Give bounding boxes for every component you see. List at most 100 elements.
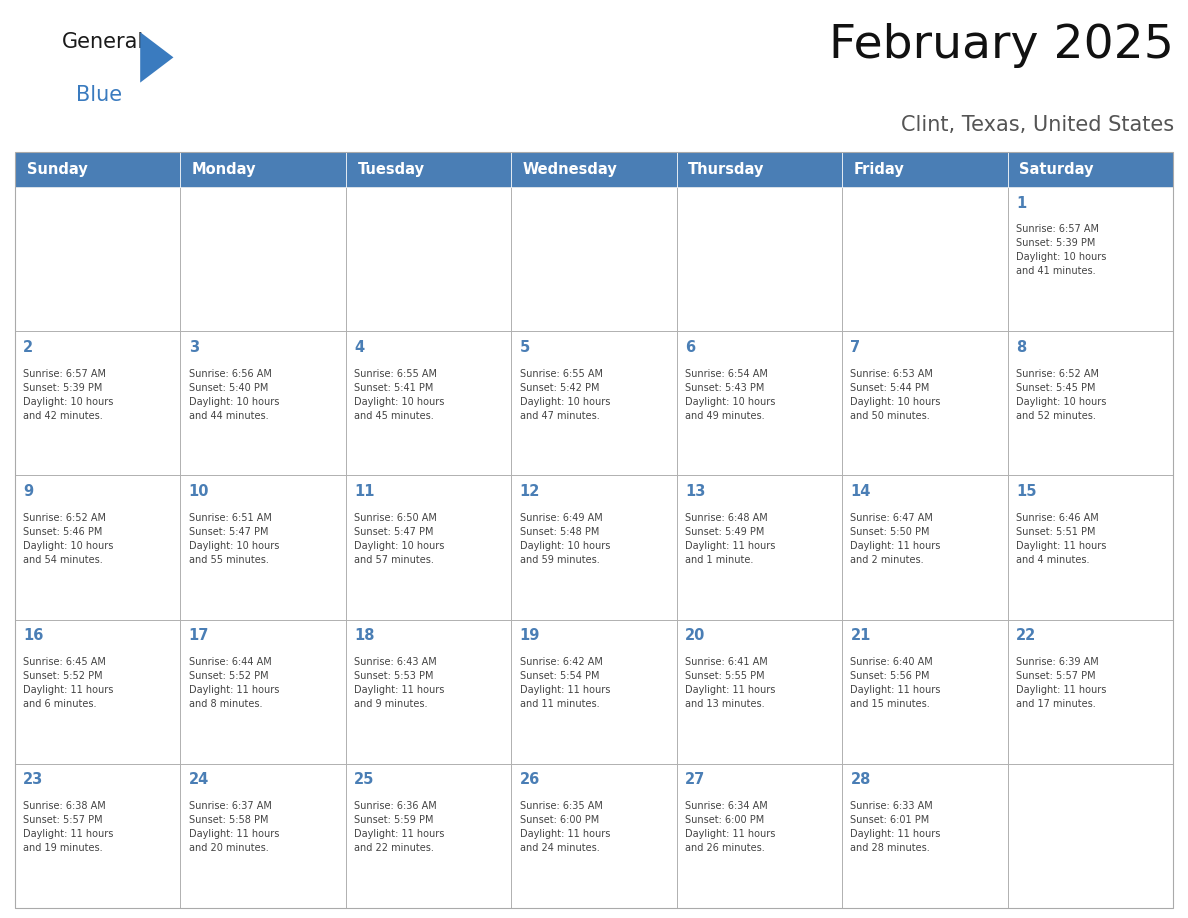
Bar <box>1007 152 1173 187</box>
Bar <box>15 331 181 476</box>
Text: Sunrise: 6:49 AM
Sunset: 5:48 PM
Daylight: 10 hours
and 59 minutes.: Sunrise: 6:49 AM Sunset: 5:48 PM Dayligh… <box>519 513 609 565</box>
Bar <box>511 764 677 908</box>
Text: Sunrise: 6:42 AM
Sunset: 5:54 PM
Daylight: 11 hours
and 11 minutes.: Sunrise: 6:42 AM Sunset: 5:54 PM Dayligh… <box>519 657 609 709</box>
Bar <box>181 764 346 908</box>
Bar <box>346 620 511 764</box>
Text: Sunrise: 6:55 AM
Sunset: 5:42 PM
Daylight: 10 hours
and 47 minutes.: Sunrise: 6:55 AM Sunset: 5:42 PM Dayligh… <box>519 369 609 420</box>
Text: 27: 27 <box>685 772 706 788</box>
Text: Sunrise: 6:52 AM
Sunset: 5:46 PM
Daylight: 10 hours
and 54 minutes.: Sunrise: 6:52 AM Sunset: 5:46 PM Dayligh… <box>24 513 114 565</box>
Bar <box>181 331 346 476</box>
Text: 3: 3 <box>189 340 198 355</box>
Text: Saturday: Saturday <box>1019 162 1094 177</box>
Bar <box>181 620 346 764</box>
Polygon shape <box>140 32 173 83</box>
Text: 25: 25 <box>354 772 374 788</box>
Bar <box>15 152 1173 908</box>
Text: 1: 1 <box>1016 196 1026 210</box>
Bar <box>677 476 842 620</box>
Text: Sunrise: 6:53 AM
Sunset: 5:44 PM
Daylight: 10 hours
and 50 minutes.: Sunrise: 6:53 AM Sunset: 5:44 PM Dayligh… <box>851 369 941 420</box>
Bar <box>511 476 677 620</box>
Bar <box>1007 187 1173 331</box>
Text: Sunrise: 6:57 AM
Sunset: 5:39 PM
Daylight: 10 hours
and 42 minutes.: Sunrise: 6:57 AM Sunset: 5:39 PM Dayligh… <box>24 369 114 420</box>
Text: Sunrise: 6:44 AM
Sunset: 5:52 PM
Daylight: 11 hours
and 8 minutes.: Sunrise: 6:44 AM Sunset: 5:52 PM Dayligh… <box>189 657 279 709</box>
Bar <box>511 620 677 764</box>
Bar <box>346 476 511 620</box>
Bar <box>15 476 181 620</box>
Text: Sunrise: 6:52 AM
Sunset: 5:45 PM
Daylight: 10 hours
and 52 minutes.: Sunrise: 6:52 AM Sunset: 5:45 PM Dayligh… <box>1016 369 1106 420</box>
Text: Sunrise: 6:54 AM
Sunset: 5:43 PM
Daylight: 10 hours
and 49 minutes.: Sunrise: 6:54 AM Sunset: 5:43 PM Dayligh… <box>685 369 776 420</box>
Text: Sunrise: 6:50 AM
Sunset: 5:47 PM
Daylight: 10 hours
and 57 minutes.: Sunrise: 6:50 AM Sunset: 5:47 PM Dayligh… <box>354 513 444 565</box>
Bar <box>842 620 1007 764</box>
Bar <box>677 187 842 331</box>
Text: Sunrise: 6:38 AM
Sunset: 5:57 PM
Daylight: 11 hours
and 19 minutes.: Sunrise: 6:38 AM Sunset: 5:57 PM Dayligh… <box>24 801 114 854</box>
Text: Sunrise: 6:45 AM
Sunset: 5:52 PM
Daylight: 11 hours
and 6 minutes.: Sunrise: 6:45 AM Sunset: 5:52 PM Dayligh… <box>24 657 114 709</box>
Bar <box>677 331 842 476</box>
Text: 16: 16 <box>24 628 44 644</box>
Text: 28: 28 <box>851 772 871 788</box>
Bar <box>346 331 511 476</box>
Bar <box>1007 331 1173 476</box>
Text: Tuesday: Tuesday <box>358 162 424 177</box>
Bar <box>346 764 511 908</box>
Bar <box>15 187 181 331</box>
Text: Sunrise: 6:51 AM
Sunset: 5:47 PM
Daylight: 10 hours
and 55 minutes.: Sunrise: 6:51 AM Sunset: 5:47 PM Dayligh… <box>189 513 279 565</box>
Bar <box>1007 620 1173 764</box>
Text: Sunrise: 6:33 AM
Sunset: 6:01 PM
Daylight: 11 hours
and 28 minutes.: Sunrise: 6:33 AM Sunset: 6:01 PM Dayligh… <box>851 801 941 854</box>
Text: 20: 20 <box>685 628 706 644</box>
Text: Thursday: Thursday <box>688 162 765 177</box>
Bar <box>842 476 1007 620</box>
Text: 24: 24 <box>189 772 209 788</box>
Text: Sunrise: 6:48 AM
Sunset: 5:49 PM
Daylight: 11 hours
and 1 minute.: Sunrise: 6:48 AM Sunset: 5:49 PM Dayligh… <box>685 513 776 565</box>
Text: 18: 18 <box>354 628 374 644</box>
Text: Sunrise: 6:36 AM
Sunset: 5:59 PM
Daylight: 11 hours
and 22 minutes.: Sunrise: 6:36 AM Sunset: 5:59 PM Dayligh… <box>354 801 444 854</box>
Text: Friday: Friday <box>854 162 904 177</box>
Text: Sunrise: 6:46 AM
Sunset: 5:51 PM
Daylight: 11 hours
and 4 minutes.: Sunrise: 6:46 AM Sunset: 5:51 PM Dayligh… <box>1016 513 1106 565</box>
Text: Sunrise: 6:39 AM
Sunset: 5:57 PM
Daylight: 11 hours
and 17 minutes.: Sunrise: 6:39 AM Sunset: 5:57 PM Dayligh… <box>1016 657 1106 709</box>
Bar <box>181 152 346 187</box>
Text: 4: 4 <box>354 340 365 355</box>
Text: 15: 15 <box>1016 484 1036 499</box>
Text: General: General <box>62 32 144 52</box>
Bar <box>15 620 181 764</box>
Bar <box>677 620 842 764</box>
Bar <box>15 764 181 908</box>
Text: 5: 5 <box>519 340 530 355</box>
Text: Sunrise: 6:55 AM
Sunset: 5:41 PM
Daylight: 10 hours
and 45 minutes.: Sunrise: 6:55 AM Sunset: 5:41 PM Dayligh… <box>354 369 444 420</box>
Text: Sunrise: 6:40 AM
Sunset: 5:56 PM
Daylight: 11 hours
and 15 minutes.: Sunrise: 6:40 AM Sunset: 5:56 PM Dayligh… <box>851 657 941 709</box>
Bar <box>842 331 1007 476</box>
Bar <box>842 187 1007 331</box>
Bar <box>677 764 842 908</box>
Text: February 2025: February 2025 <box>829 23 1174 68</box>
Text: Clint, Texas, United States: Clint, Texas, United States <box>901 115 1174 135</box>
Text: Blue: Blue <box>76 85 122 106</box>
Text: 6: 6 <box>685 340 695 355</box>
Text: 19: 19 <box>519 628 539 644</box>
Bar <box>15 152 181 187</box>
Text: Sunrise: 6:41 AM
Sunset: 5:55 PM
Daylight: 11 hours
and 13 minutes.: Sunrise: 6:41 AM Sunset: 5:55 PM Dayligh… <box>685 657 776 709</box>
Bar <box>842 152 1007 187</box>
Text: Monday: Monday <box>192 162 257 177</box>
Text: 14: 14 <box>851 484 871 499</box>
Text: 22: 22 <box>1016 628 1036 644</box>
Text: Sunrise: 6:56 AM
Sunset: 5:40 PM
Daylight: 10 hours
and 44 minutes.: Sunrise: 6:56 AM Sunset: 5:40 PM Dayligh… <box>189 369 279 420</box>
Bar <box>842 764 1007 908</box>
Text: 10: 10 <box>189 484 209 499</box>
Text: 26: 26 <box>519 772 539 788</box>
Bar <box>511 152 677 187</box>
Bar <box>677 152 842 187</box>
Text: 13: 13 <box>685 484 706 499</box>
Text: Wednesday: Wednesday <box>523 162 618 177</box>
Text: 7: 7 <box>851 340 860 355</box>
Text: Sunday: Sunday <box>26 162 88 177</box>
Bar <box>346 187 511 331</box>
Text: 21: 21 <box>851 628 871 644</box>
Bar <box>1007 764 1173 908</box>
Text: 11: 11 <box>354 484 374 499</box>
Text: 9: 9 <box>24 484 33 499</box>
Bar <box>181 187 346 331</box>
Bar <box>511 187 677 331</box>
Bar <box>346 152 511 187</box>
Text: Sunrise: 6:34 AM
Sunset: 6:00 PM
Daylight: 11 hours
and 26 minutes.: Sunrise: 6:34 AM Sunset: 6:00 PM Dayligh… <box>685 801 776 854</box>
Text: 23: 23 <box>24 772 44 788</box>
Text: 17: 17 <box>189 628 209 644</box>
